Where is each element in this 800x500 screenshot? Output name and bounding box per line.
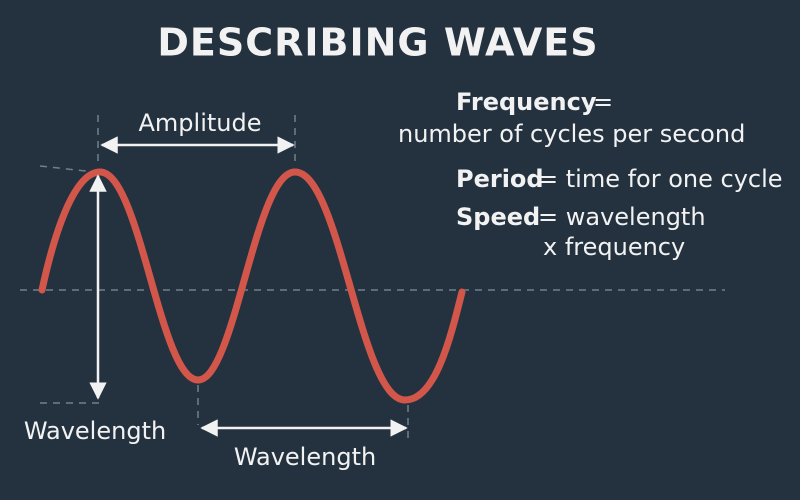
wavelength-label: Wavelength bbox=[234, 443, 376, 471]
term: Frequency bbox=[456, 88, 597, 116]
definition: number of cycles per second bbox=[398, 120, 745, 148]
wavelength-label: Wavelength bbox=[24, 417, 166, 445]
guide bbox=[39, 165, 96, 173]
definition: x frequency bbox=[543, 233, 685, 261]
wave bbox=[38, 168, 466, 404]
title: DESCRIBING WAVES bbox=[157, 21, 598, 65]
definition: = bbox=[593, 88, 613, 116]
definition: = wavelength bbox=[538, 203, 706, 231]
amplitude-label: Amplitude bbox=[139, 109, 262, 137]
definition: = time for one cycle bbox=[538, 165, 783, 193]
term: Speed bbox=[456, 203, 540, 231]
term: Period bbox=[456, 165, 544, 193]
